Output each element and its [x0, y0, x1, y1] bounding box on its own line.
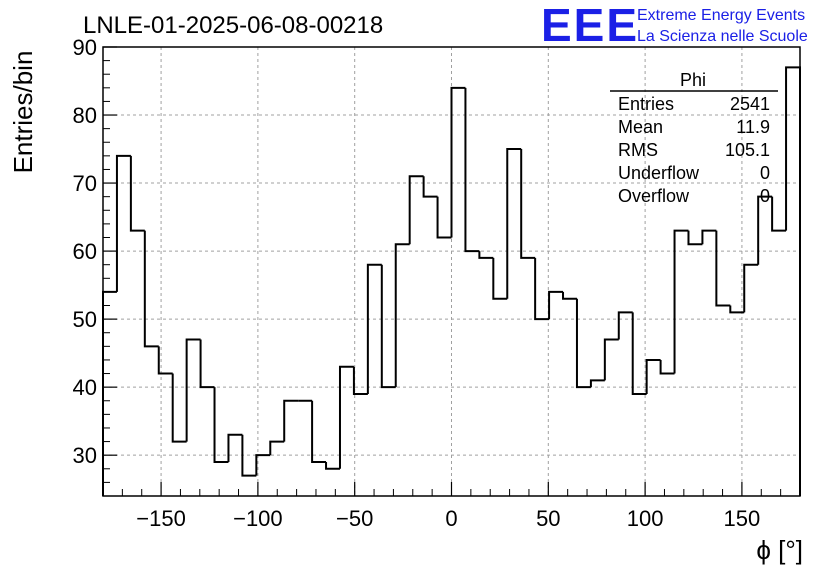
- histogram-bin: [255, 454, 271, 476]
- histogram-bin: [227, 433, 243, 462]
- eee-logo-mark: EEE: [541, 0, 639, 51]
- stats-value-overflow: 0: [760, 186, 770, 206]
- histogram-bin: [701, 229, 717, 245]
- histogram-bin: [575, 298, 591, 389]
- histogram-bin: [492, 257, 508, 300]
- y-tick-label: 30: [73, 443, 97, 468]
- histogram-bin: [143, 230, 159, 348]
- histogram-bin: [269, 440, 285, 456]
- histogram-bin: [394, 243, 410, 388]
- histogram-bin: [199, 339, 215, 389]
- histogram-series: [102, 66, 801, 496]
- histogram-bin: [715, 230, 731, 307]
- y-axis-label: Entries/bin: [8, 51, 38, 174]
- histogram-bin: [478, 251, 494, 259]
- y-tick-label: 60: [73, 239, 97, 264]
- eee-logo: EEE Extreme Energy Events La Scienza nel…: [541, 0, 808, 51]
- x-axis-label: ϕ [°]: [756, 535, 803, 565]
- axis-ticks: −150 −100 −50 0 50 100 150 30 40 50 60 70 80 90: [73, 35, 782, 531]
- logo-line-1: Extreme Energy Events: [637, 7, 805, 24]
- histogram-bin: [115, 154, 131, 292]
- histogram-bin: [366, 263, 382, 394]
- histogram-bin: [589, 379, 605, 388]
- histogram-bin: [520, 149, 536, 259]
- stats-value-entries: 2541: [730, 94, 770, 114]
- histogram-bin: [157, 346, 173, 375]
- x-tick-label: −150: [136, 506, 186, 531]
- x-tick-label: 50: [536, 506, 560, 531]
- logo-line-2: La Scienza nelle Scuole: [637, 28, 808, 45]
- histogram-bin: [743, 263, 759, 313]
- histogram-bin: [548, 290, 564, 320]
- stats-label-entries: Entries: [618, 94, 674, 114]
- x-tick-label: 150: [724, 506, 761, 531]
- histogram-bin: [785, 66, 801, 496]
- histogram-bin: [352, 366, 368, 395]
- histogram-bin: [645, 358, 661, 394]
- histogram-bin: [687, 230, 703, 246]
- y-tick-label: 70: [73, 171, 97, 196]
- stats-title: Phi: [680, 70, 706, 90]
- x-tick-label: −50: [336, 506, 373, 531]
- stats-box: Phi Entries 2541 Mean 11.9 RMS 105.1 Und…: [610, 70, 778, 206]
- stats-label-mean: Mean: [618, 117, 663, 137]
- histogram-bin: [171, 373, 187, 443]
- histogram-bin: [408, 175, 424, 245]
- histogram-bin: [283, 399, 299, 442]
- histogram-bin: [673, 229, 689, 374]
- x-tick-label: −100: [233, 506, 283, 531]
- histogram-bin: [506, 148, 522, 299]
- histogram-bin: [338, 365, 354, 469]
- y-tick-label: 40: [73, 375, 97, 400]
- histogram-bin: [729, 305, 745, 314]
- histogram-bin: [241, 434, 257, 477]
- histogram-bin: [617, 311, 633, 340]
- y-tick-label: 90: [73, 35, 97, 60]
- stats-label-rms: RMS: [618, 140, 658, 160]
- histogram-bin: [631, 312, 647, 395]
- histogram-bin: [534, 257, 550, 321]
- histogram-bin: [325, 461, 340, 470]
- histogram-bin: [436, 196, 452, 239]
- stats-value-underflow: 0: [760, 163, 770, 183]
- histogram-bin: [213, 387, 229, 463]
- histogram-bin: [311, 400, 327, 463]
- stats-label-underflow: Underflow: [618, 163, 700, 183]
- histogram-bin: [185, 338, 201, 442]
- histogram-bin: [380, 264, 396, 389]
- histogram-bin: [129, 155, 145, 232]
- histogram-bin: [450, 86, 466, 238]
- histogram-bin: [562, 291, 577, 300]
- y-tick-label: 50: [73, 307, 97, 332]
- y-tick-label: 80: [73, 103, 97, 128]
- histogram-bin: [659, 359, 675, 375]
- stats-label-overflow: Overflow: [618, 186, 690, 206]
- histogram-bin: [464, 87, 480, 253]
- x-tick-label: 100: [627, 506, 664, 531]
- histogram-bin: [771, 196, 787, 232]
- stats-value-rms: 105.1: [725, 140, 770, 160]
- histogram-bin: [102, 290, 117, 496]
- stats-value-mean: 11.9: [736, 117, 770, 137]
- histogram-bin: [757, 195, 773, 265]
- histogram-bin: [603, 338, 619, 381]
- chart-title: LNLE-01-2025-06-08-00218: [83, 12, 383, 39]
- x-tick-label: 0: [445, 506, 457, 531]
- histogram-bin: [422, 176, 438, 198]
